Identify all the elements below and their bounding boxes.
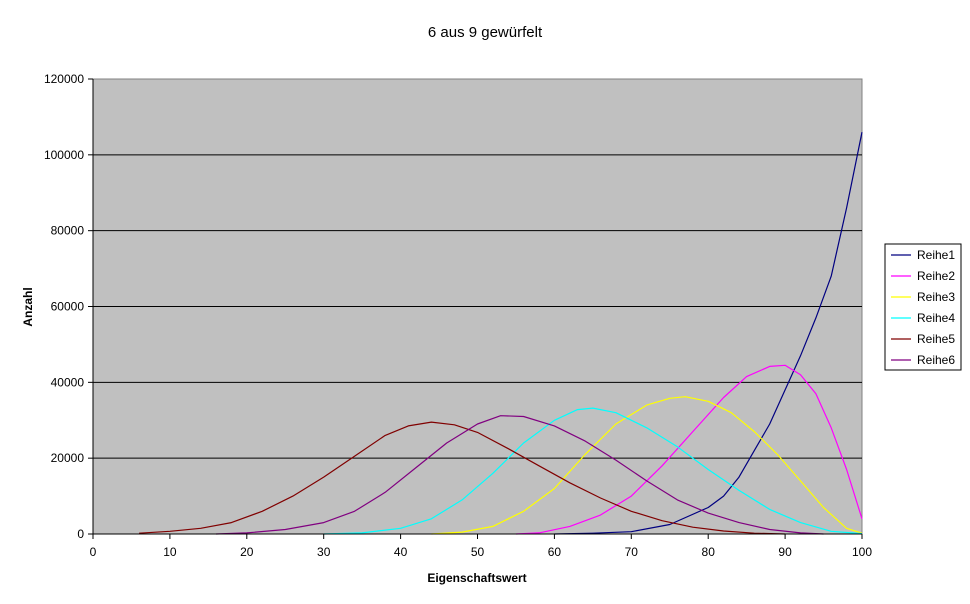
x-tick-label: 100	[852, 545, 872, 559]
legend: Reihe1 Reihe2 Reihe3 Reihe4 Reihe5 Reihe6	[884, 243, 962, 371]
legend-label: Reihe6	[917, 353, 955, 367]
x-axis-ticks: 0 10 20 30 40 50 60 70 80 90 100	[90, 534, 872, 559]
legend-label: Reihe4	[917, 311, 955, 325]
y-tick-label: 0	[77, 527, 84, 541]
series-line-reihe4	[323, 407, 863, 535]
series-line-reihe5	[139, 421, 786, 535]
series-line-reihe3	[431, 396, 863, 535]
gridlines	[93, 154, 862, 459]
y-axis-ticks: 0 20000 40000 60000 80000 100000 120000	[44, 72, 93, 541]
series-line-reihe6	[215, 415, 824, 535]
x-tick-label: 30	[317, 545, 331, 559]
legend-items: Reihe1 Reihe2 Reihe3 Reihe4 Reihe5 Reihe6	[891, 248, 955, 367]
series-layer	[139, 131, 863, 535]
y-tick-label: 40000	[51, 375, 85, 389]
legend-label: Reihe2	[917, 269, 955, 283]
series-line-reihe2	[515, 364, 863, 535]
x-tick-label: 50	[471, 545, 485, 559]
y-tick-label: 60000	[51, 300, 85, 314]
x-tick-label: 0	[90, 545, 97, 559]
x-tick-label: 60	[548, 545, 562, 559]
chart-title: 6 aus 9 gewürfelt	[428, 24, 543, 41]
series-line-reihe1	[554, 131, 863, 535]
x-tick-label: 90	[778, 545, 792, 559]
legend-label: Reihe5	[917, 332, 955, 346]
legend-box	[884, 243, 962, 371]
x-tick-label: 10	[163, 545, 177, 559]
x-axis-title: Eigenschaftswert	[427, 571, 526, 585]
y-tick-label: 80000	[51, 224, 85, 238]
legend-label: Reihe3	[917, 290, 955, 304]
y-tick-label: 100000	[44, 148, 84, 162]
x-tick-label: 40	[394, 545, 408, 559]
y-tick-label: 120000	[44, 72, 84, 86]
y-tick-label: 20000	[51, 451, 85, 465]
legend-label: Reihe1	[917, 248, 955, 262]
x-tick-label: 80	[702, 545, 716, 559]
x-tick-label: 70	[625, 545, 639, 559]
y-axis-title: Anzahl	[21, 287, 35, 326]
x-tick-label: 20	[240, 545, 254, 559]
